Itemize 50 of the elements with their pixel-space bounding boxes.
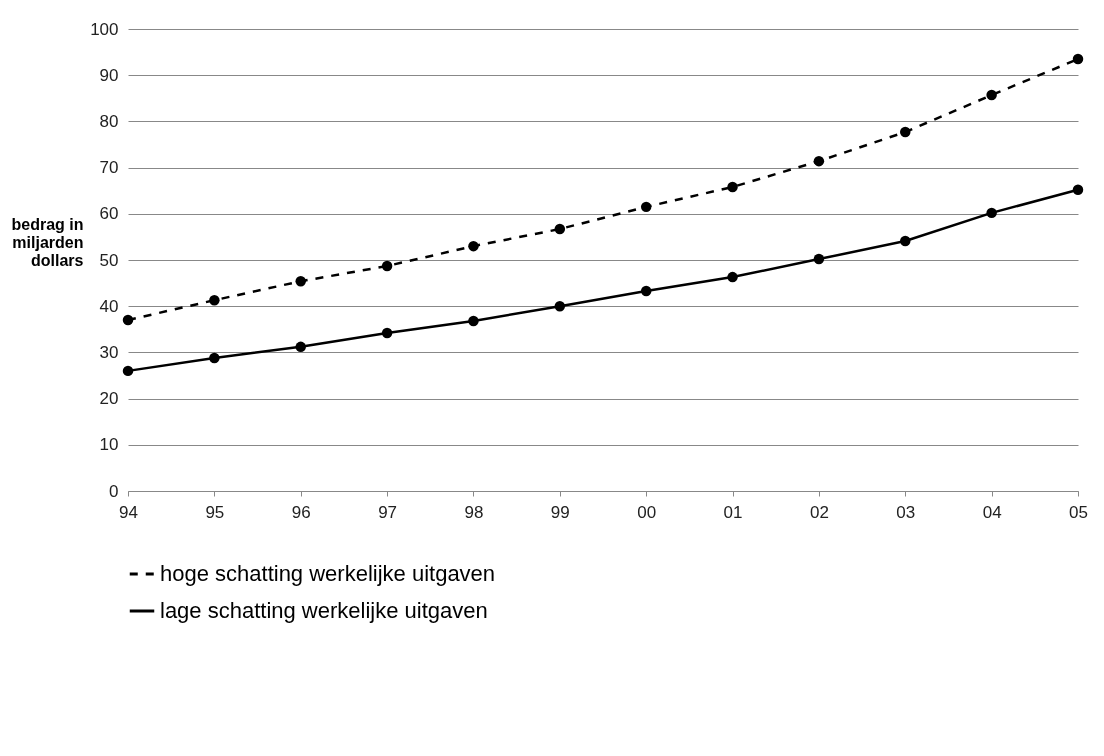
point xyxy=(295,341,306,353)
point xyxy=(900,235,911,247)
y-tick-label: 90 xyxy=(99,65,119,85)
point xyxy=(813,253,825,265)
point xyxy=(1072,53,1084,65)
point xyxy=(813,155,825,167)
x-tick-label: 00 xyxy=(637,502,657,522)
point xyxy=(1072,184,1084,196)
x-tick-label: 95 xyxy=(205,502,225,522)
x-tick-label: 05 xyxy=(1069,502,1088,522)
point xyxy=(122,314,134,326)
point xyxy=(727,181,738,193)
point xyxy=(209,294,220,306)
y-tick-label: 30 xyxy=(99,342,119,362)
x-tick-label: 01 xyxy=(723,502,743,522)
point xyxy=(122,365,134,377)
y-tick-label: 40 xyxy=(99,296,119,316)
point xyxy=(381,260,393,272)
x-tick-label: 04 xyxy=(982,502,1002,522)
point xyxy=(295,276,306,287)
point xyxy=(986,89,997,101)
legend-label: lage schatting werkelijke uitgaven xyxy=(160,598,488,623)
y-tick-label: 80 xyxy=(99,111,119,131)
y-tick-label: 60 xyxy=(99,204,119,224)
point xyxy=(209,352,220,364)
point xyxy=(986,207,997,219)
point xyxy=(640,201,652,213)
point xyxy=(468,315,479,327)
point xyxy=(381,327,393,339)
point xyxy=(554,300,566,312)
y-tick-label: 50 xyxy=(99,250,119,270)
y-tick-label: 20 xyxy=(99,389,119,409)
legend-label: hoge schatting werkelijke uitgaven xyxy=(160,561,496,586)
x-tick-label: 97 xyxy=(378,502,398,522)
point xyxy=(900,126,911,138)
x-tick-label: 99 xyxy=(550,502,570,522)
point xyxy=(640,285,652,297)
y-tick-label: 70 xyxy=(99,158,119,178)
y-tick-label: 0 xyxy=(109,481,119,501)
point xyxy=(554,223,566,235)
x-tick-label: 03 xyxy=(896,502,916,522)
x-tick-label: 96 xyxy=(291,502,311,522)
x-tick-label: 94 xyxy=(119,502,138,522)
point xyxy=(727,271,738,283)
y-tick-label: 10 xyxy=(99,435,119,455)
point xyxy=(468,240,479,252)
x-tick-label: 02 xyxy=(809,502,829,522)
y-axis-title: bedrag in miljarden dollars xyxy=(11,215,84,269)
x-tick-label: 98 xyxy=(464,502,484,522)
y-tick-label: 100 xyxy=(90,19,119,39)
